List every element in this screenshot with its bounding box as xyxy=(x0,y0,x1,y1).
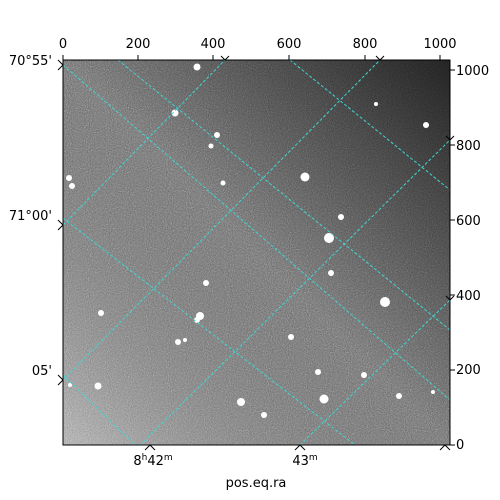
top-tick-label: 200 xyxy=(126,37,151,52)
star xyxy=(324,233,334,243)
star xyxy=(175,339,181,345)
tick-mark xyxy=(375,55,381,61)
tick-mark xyxy=(294,444,301,451)
axis-ticks xyxy=(57,55,455,451)
top-tick-label: 800 xyxy=(353,37,378,52)
star xyxy=(315,369,321,375)
grid-line xyxy=(63,60,381,381)
top-tick-label: 400 xyxy=(201,37,226,52)
star xyxy=(374,102,378,106)
star xyxy=(214,132,220,138)
tick-mark xyxy=(57,224,64,231)
sky-image xyxy=(63,60,450,445)
tick-mark xyxy=(444,444,451,451)
x-axis-title: pos.eq.ra xyxy=(226,476,287,491)
tick-mark xyxy=(57,219,64,226)
tick-mark xyxy=(449,135,455,141)
star xyxy=(338,214,344,220)
tick-mark xyxy=(299,444,306,451)
right-tick-label: 1000 xyxy=(456,64,489,79)
tick-mark xyxy=(445,135,451,141)
coordinate-grid xyxy=(63,60,450,445)
star xyxy=(328,270,334,276)
star xyxy=(69,183,75,189)
grid-line xyxy=(139,139,450,445)
right-tick-label: 800 xyxy=(456,139,481,154)
star xyxy=(220,180,226,186)
star xyxy=(193,63,201,71)
right-tick-label: 0 xyxy=(456,438,464,453)
tick-mark xyxy=(57,379,64,386)
star xyxy=(431,390,435,394)
grid-line xyxy=(63,64,450,401)
right-tick-label: 400 xyxy=(456,289,481,304)
star xyxy=(203,280,209,286)
tick-mark xyxy=(57,374,64,381)
star xyxy=(300,172,310,182)
star xyxy=(380,297,390,307)
star xyxy=(183,338,187,342)
top-tick-label: 600 xyxy=(277,37,302,52)
stars xyxy=(66,63,435,418)
ra-tick-label: 43m xyxy=(292,453,317,469)
grid-line xyxy=(63,217,356,445)
star xyxy=(396,393,402,399)
grid-line xyxy=(289,60,450,191)
tick-mark xyxy=(149,444,156,451)
star xyxy=(288,334,294,340)
star xyxy=(94,382,102,390)
grid-line xyxy=(63,374,136,445)
dec-tick-label: 05' xyxy=(32,364,52,379)
tick-mark xyxy=(449,295,455,301)
top-tick-label: 0 xyxy=(59,37,67,52)
dec-tick-label: 70°55' xyxy=(9,54,52,69)
right-tick-label: 600 xyxy=(456,214,481,229)
image-frame xyxy=(62,59,451,446)
star xyxy=(171,109,179,117)
tick-mark xyxy=(439,444,446,451)
tick-mark xyxy=(57,59,64,66)
grid-line xyxy=(63,60,226,226)
star xyxy=(66,175,72,181)
star xyxy=(208,143,214,149)
star xyxy=(194,317,200,323)
tick-mark xyxy=(220,55,226,61)
tick-mark xyxy=(57,64,64,71)
dec-tick-label: 71°00' xyxy=(9,209,52,224)
right-tick-label: 200 xyxy=(456,363,481,378)
grid-line xyxy=(117,60,450,331)
star xyxy=(319,394,329,404)
tick-mark xyxy=(445,295,451,301)
tick-mark xyxy=(224,55,230,61)
star xyxy=(98,310,104,316)
star xyxy=(423,122,429,128)
star xyxy=(361,372,367,378)
tick-mark xyxy=(144,444,151,451)
tick-mark xyxy=(379,55,385,61)
star xyxy=(261,412,267,418)
ra-tick-label: 8h42m xyxy=(133,453,172,469)
star xyxy=(237,398,245,406)
star xyxy=(68,383,72,387)
top-tick-label: 1000 xyxy=(423,37,456,52)
